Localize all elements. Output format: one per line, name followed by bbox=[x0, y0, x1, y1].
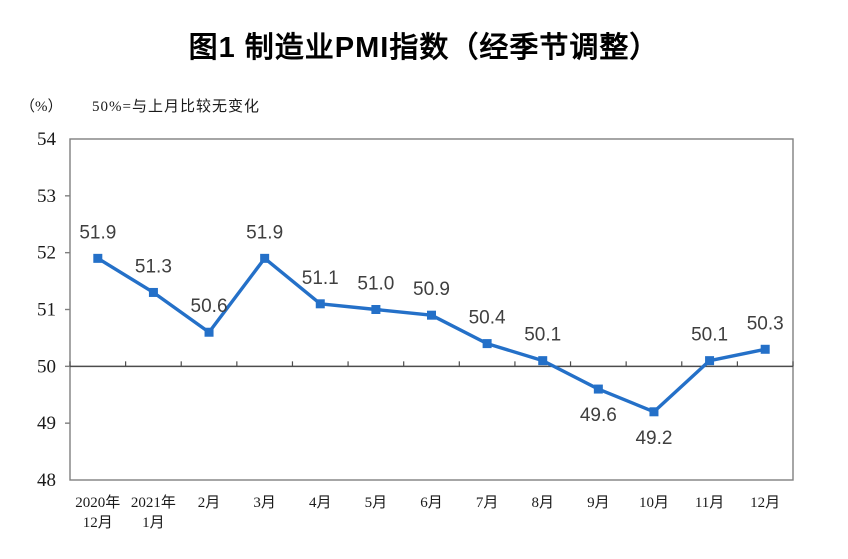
data-value-label: 50.1 bbox=[524, 325, 561, 346]
data-point-marker bbox=[371, 305, 381, 314]
x-axis-category-label: 3月 bbox=[253, 495, 276, 511]
data-point-marker bbox=[260, 253, 270, 263]
y-axis-tick-label: 53 bbox=[37, 186, 56, 207]
reference-note: 50%=与上月比较无变化 bbox=[92, 99, 260, 115]
data-point-marker bbox=[760, 344, 770, 354]
x-axis-category-label: 10月 bbox=[639, 495, 669, 511]
data-value-label: 50.4 bbox=[469, 308, 506, 329]
data-value-label: 49.6 bbox=[580, 405, 617, 426]
x-axis-category-label: 2021年 1月 bbox=[131, 494, 176, 531]
x-axis-category-label: 11月 bbox=[695, 495, 724, 511]
y-axis-tick-label: 52 bbox=[37, 243, 56, 264]
data-value-label: 51.9 bbox=[79, 222, 116, 243]
data-point-marker bbox=[705, 356, 715, 366]
y-axis-tick-label: 51 bbox=[37, 300, 56, 321]
data-point-marker bbox=[93, 253, 103, 263]
y-axis-tick-label: 50 bbox=[37, 356, 56, 377]
y-axis-unit-label: （%） bbox=[20, 99, 63, 115]
data-point-marker bbox=[482, 339, 492, 349]
data-value-label: 50.3 bbox=[747, 313, 784, 334]
data-value-label: 50.6 bbox=[191, 296, 228, 317]
y-axis-tick-label: 49 bbox=[37, 413, 56, 434]
data-value-label: 50.9 bbox=[413, 279, 450, 300]
x-axis-category-label: 8月 bbox=[531, 495, 554, 511]
data-point-marker bbox=[427, 310, 436, 320]
x-axis-category-label: 4月 bbox=[309, 495, 332, 511]
x-axis-category-label: 7月 bbox=[476, 495, 499, 511]
data-value-label: 49.2 bbox=[635, 428, 672, 449]
data-point-marker bbox=[204, 327, 214, 337]
data-value-label: 51.0 bbox=[357, 274, 394, 295]
data-value-label: 50.1 bbox=[691, 325, 728, 346]
data-point-marker bbox=[538, 356, 548, 366]
y-axis-tick-label: 48 bbox=[37, 470, 56, 491]
x-axis-category-label: 9月 bbox=[587, 495, 610, 511]
x-axis-category-label: 6月 bbox=[420, 495, 443, 511]
y-axis-tick-label: 54 bbox=[37, 129, 57, 150]
chart-title: 图1 制造业PMI指数（经季节调整） bbox=[188, 32, 660, 64]
x-axis-category-label: 2月 bbox=[198, 495, 221, 511]
data-point-marker bbox=[315, 299, 325, 309]
data-value-label: 51.3 bbox=[135, 256, 172, 277]
data-point-marker bbox=[649, 407, 659, 417]
x-axis-category-label: 12月 bbox=[750, 495, 780, 511]
x-axis-category-label: 5月 bbox=[365, 495, 388, 511]
x-axis-category-label: 2020年 12月 bbox=[75, 494, 120, 531]
data-point-marker bbox=[148, 287, 158, 297]
data-value-label: 51.9 bbox=[246, 222, 283, 243]
data-value-label: 51.1 bbox=[302, 268, 339, 289]
data-point-marker bbox=[593, 384, 603, 394]
